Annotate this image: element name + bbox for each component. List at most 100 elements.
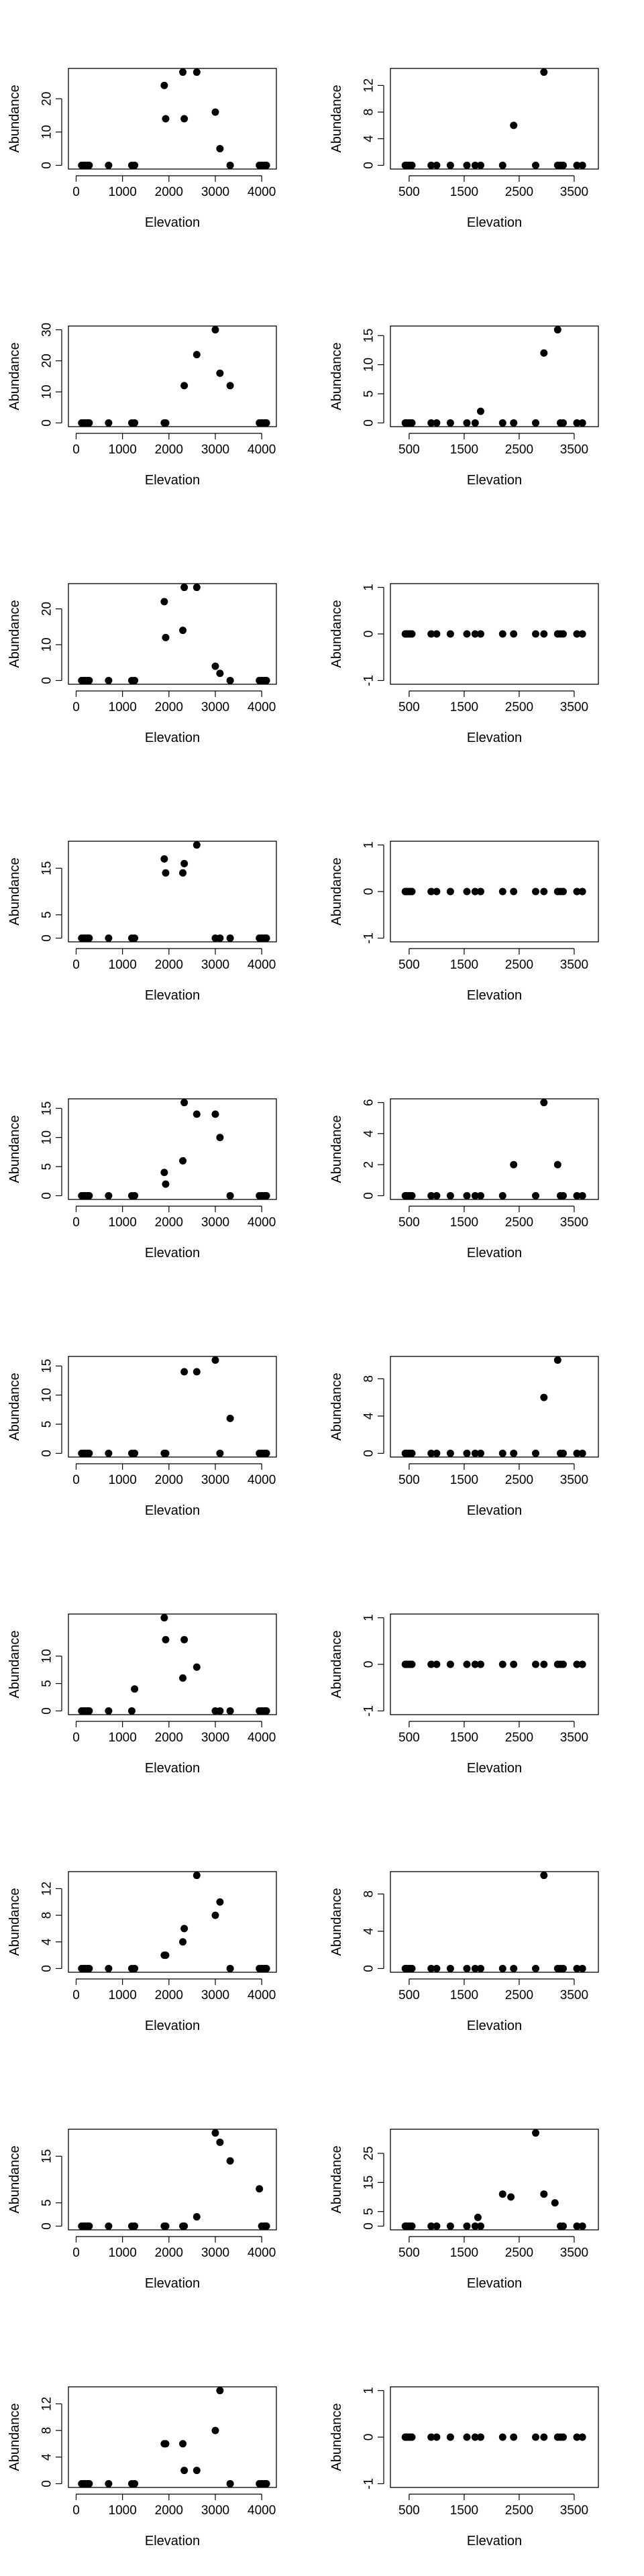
x-tick-label: 2000: [155, 958, 183, 972]
x-tick-label: 2500: [505, 443, 533, 457]
data-point: [498, 1660, 506, 1668]
data-point: [433, 1964, 441, 1972]
x-axis-title: Elevation: [467, 731, 522, 745]
x-axis-title: Elevation: [145, 1761, 200, 1776]
data-point: [216, 934, 224, 942]
data-point: [578, 888, 586, 896]
data-point: [105, 1964, 113, 1972]
x-tick-label: 2500: [505, 958, 533, 972]
data-point: [131, 1191, 139, 1199]
data-point: [85, 2479, 93, 2487]
data-point: [131, 676, 139, 684]
x-tick-label: 4000: [248, 1731, 276, 1745]
data-point: [540, 1872, 548, 1880]
chart-panel-6: 500 1500 2500 3500 -1 0 1 Elevation Abundance: [329, 583, 599, 745]
data-point: [193, 351, 201, 359]
x-tick-label: 0: [72, 700, 80, 714]
x-axis-title: Elevation: [467, 473, 522, 488]
x-tick-label: 3000: [201, 185, 229, 199]
data-point: [160, 598, 168, 606]
data-point: [408, 2433, 416, 2441]
chart-panel-9: 0 1000 2000 3000 4000 0 5 10 15 Elevation Abundanc…: [7, 1098, 277, 1260]
chart-panel-15: 0 1000 2000 3000 4000 0 4 8 12 Elevation Abundance: [7, 1871, 277, 2033]
data-point: [226, 1414, 234, 1422]
data-point: [85, 1707, 93, 1715]
chart-panel-10: 500 1500 2500 3500 0 2 4 6 Elevation Abundance: [329, 1098, 599, 1260]
x-tick-label: 1500: [450, 1216, 478, 1230]
data-point: [578, 630, 586, 638]
data-point: [131, 2222, 139, 2230]
data-point: [498, 419, 506, 427]
y-tick-label: 0: [40, 2480, 54, 2487]
x-tick-label: 1500: [450, 2504, 478, 2518]
data-point: [532, 2433, 540, 2441]
y-tick-label: 5: [362, 2208, 376, 2215]
plot-frame: [390, 325, 599, 427]
data-point: [408, 2222, 416, 2230]
data-point: [427, 630, 435, 638]
data-point: [211, 662, 219, 670]
data-point: [211, 326, 219, 334]
y-tick-label: 4: [362, 1412, 376, 1419]
data-point: [85, 2222, 93, 2230]
data-point: [553, 326, 561, 334]
y-tick-label: 4: [40, 1938, 54, 1945]
data-point: [471, 888, 479, 896]
chart-panel-18: 500 1500 2500 3500 0 5 15 25 Elevation Abundance: [329, 2129, 599, 2291]
x-axis-title: Elevation: [145, 1246, 200, 1260]
data-point: [476, 1449, 484, 1457]
data-point: [262, 676, 270, 684]
data-point: [180, 2467, 189, 2475]
data-point: [162, 419, 170, 427]
data-point: [162, 2222, 170, 2230]
data-point: [540, 68, 548, 76]
x-tick-label: 1000: [109, 1216, 137, 1230]
y-tick-label: 15: [40, 2149, 54, 2163]
data-point: [510, 419, 518, 427]
y-axis-title: Abundance: [329, 1888, 344, 1955]
data-point: [408, 1191, 416, 1199]
x-tick-label: 3500: [560, 958, 588, 972]
data-point: [578, 1191, 586, 1199]
data-point: [179, 1674, 187, 1682]
data-point: [85, 934, 93, 942]
y-tick-label: 10: [40, 1130, 54, 1144]
y-axis-title: Abundance: [7, 857, 22, 925]
chart-panel-5: 0 1000 2000 3000 4000 0 10 20 Elevation Abundance: [7, 583, 277, 745]
data-point: [578, 1660, 586, 1668]
data-point: [262, 2479, 270, 2487]
data-point: [262, 2222, 270, 2230]
y-tick-label: 0: [362, 162, 376, 169]
data-point: [193, 2213, 201, 2221]
data-point: [162, 1180, 170, 1188]
y-axis-title: Abundance: [7, 2403, 22, 2471]
x-axis-title: Elevation: [467, 215, 522, 230]
data-point: [105, 419, 113, 427]
y-tick-label: 12: [40, 1882, 54, 1896]
data-point: [471, 1191, 479, 1199]
data-point: [180, 584, 189, 592]
y-tick-label: 25: [362, 2146, 376, 2160]
data-point: [446, 1964, 454, 1972]
data-point: [408, 888, 416, 896]
data-point: [180, 1635, 189, 1644]
data-point: [131, 161, 139, 169]
data-point: [559, 419, 568, 427]
data-point: [476, 1964, 484, 1972]
data-point: [408, 161, 416, 169]
data-point: [193, 68, 201, 76]
data-point: [216, 669, 224, 678]
data-point: [105, 2222, 113, 2230]
data-point: [476, 161, 484, 169]
x-tick-label: 3500: [560, 1216, 588, 1230]
data-point: [463, 1660, 471, 1668]
plot-frame: [390, 1356, 599, 1458]
x-tick-label: 0: [72, 443, 80, 457]
y-tick-label: 0: [362, 2434, 376, 2441]
x-tick-label: 1000: [109, 700, 137, 714]
x-tick-label: 3000: [201, 2504, 229, 2518]
data-point: [427, 2222, 435, 2230]
data-point: [131, 419, 139, 427]
data-point: [476, 1660, 484, 1668]
data-point: [160, 1169, 168, 1177]
